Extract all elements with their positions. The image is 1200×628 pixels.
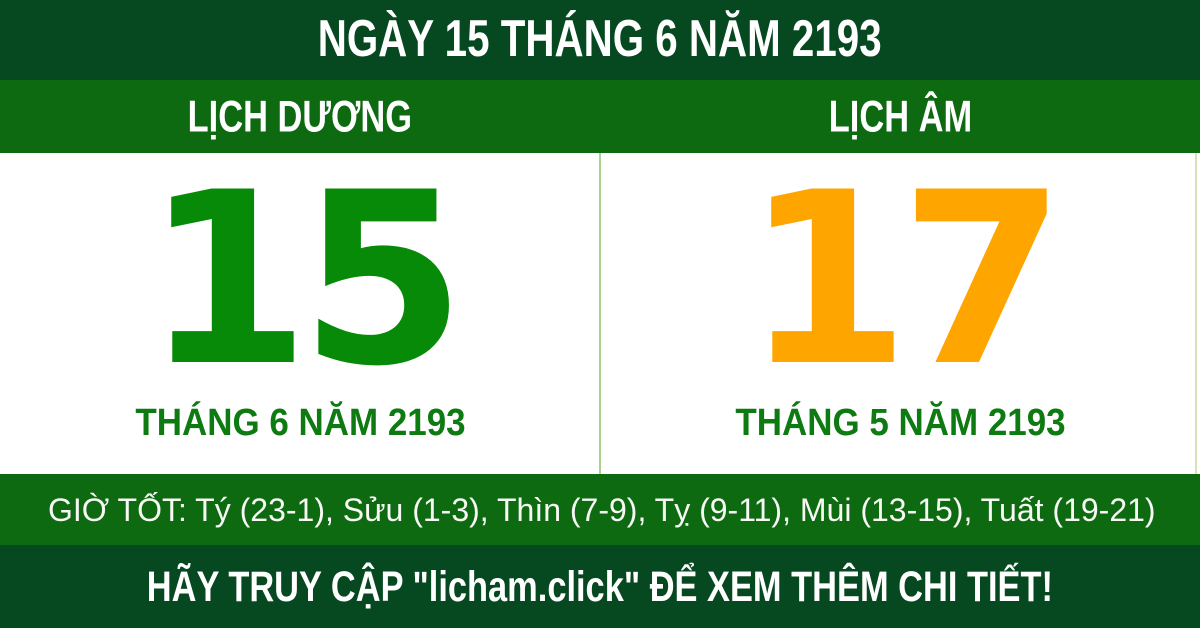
lunar-day-number: 17	[744, 142, 1065, 419]
calendar-labels-bar: LỊCH DƯƠNG LỊCH ÂM	[0, 80, 1200, 153]
good-hours-bar: GIỜ TỐT: Tý (23-1), Sửu (1-3), Thìn (7-9…	[0, 474, 1200, 545]
header-date-title: NGÀY 15 THÁNG 6 NĂM 2193	[318, 10, 882, 69]
solar-panel: 15 THÁNG 6 NĂM 2193	[0, 153, 600, 474]
lunar-panel: 17 THÁNG 5 NĂM 2193	[600, 153, 1200, 474]
footer-cta-text: HÃY TRUY CẬP "licham.click" ĐỂ XEM THÊM …	[146, 563, 1054, 610]
column-divider	[599, 153, 601, 474]
solar-month-year: THÁNG 6 NĂM 2193	[134, 402, 466, 445]
lunar-month-year: THÁNG 5 NĂM 2193	[734, 402, 1066, 445]
header-bar: NGÀY 15 THÁNG 6 NĂM 2193	[0, 0, 1200, 80]
good-hours-text: GIỜ TỐT: Tý (23-1), Sửu (1-3), Thìn (7-9…	[48, 491, 1156, 528]
lunar-calendar-label: LỊCH ÂM	[828, 91, 972, 141]
right-edge-line	[1195, 153, 1197, 474]
footer-bar: HÃY TRUY CẬP "licham.click" ĐỂ XEM THÊM …	[0, 545, 1200, 628]
lunar-label-cell: LỊCH ÂM	[600, 80, 1200, 153]
solar-calendar-label: LỊCH DƯƠNG	[187, 91, 413, 141]
solar-day-number: 15	[144, 142, 465, 419]
solar-label-cell: LỊCH DƯƠNG	[0, 80, 600, 153]
calendar-body: 15 THÁNG 6 NĂM 2193 17 THÁNG 5 NĂM 2193	[0, 153, 1200, 474]
